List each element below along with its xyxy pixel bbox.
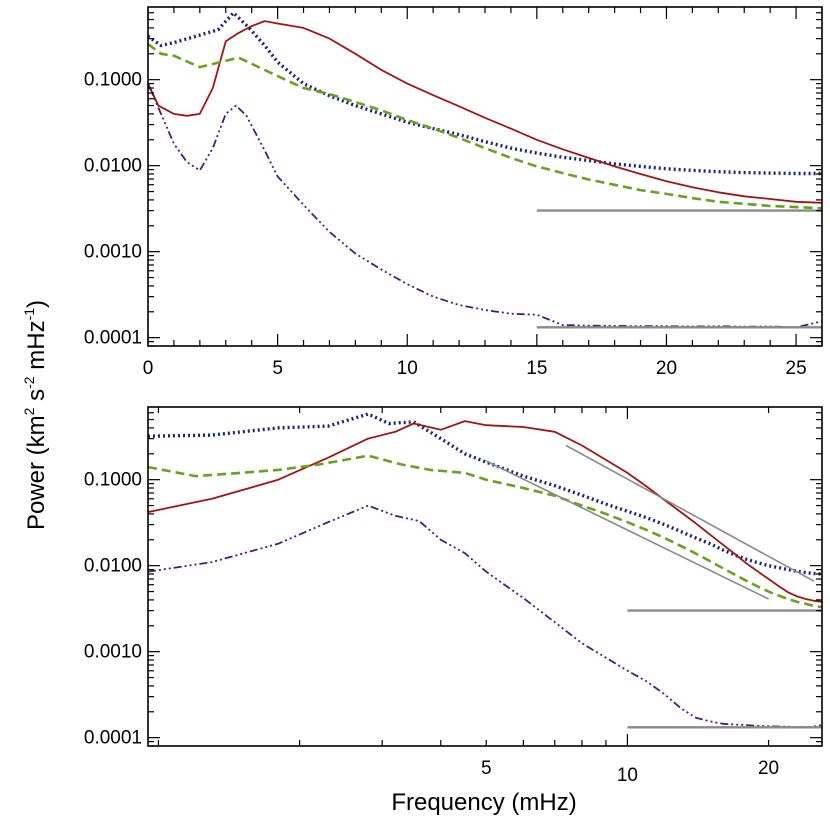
series-group xyxy=(148,11,822,329)
series-solid-red xyxy=(148,420,822,603)
y-axis-title-sup1: 2 xyxy=(21,407,37,415)
series-dashed-green xyxy=(148,42,822,210)
series-fit-line-2 xyxy=(565,444,815,582)
x-tick-label: 5 xyxy=(481,758,492,779)
y-axis-title-mhz: mHz xyxy=(23,320,50,376)
y-tick-label: 0.1000 xyxy=(84,470,142,491)
series-solid-red xyxy=(148,20,822,204)
x-tick-label: 10 xyxy=(617,765,638,786)
series-dotted-blue xyxy=(148,412,822,576)
series-dashed-green xyxy=(148,454,822,609)
plot-frame xyxy=(147,406,823,747)
y-tick-label: 0.0100 xyxy=(84,556,142,577)
top-panel-linear-frequency: 0.0001 0.0010 0.0100 0.1000 0 5 10 15 20 25 xyxy=(84,6,823,379)
series-fit-line-1 xyxy=(485,460,769,600)
x-tick-label: 20 xyxy=(758,758,779,779)
series-dotted-blue xyxy=(148,11,822,176)
x-tick-label: 20 xyxy=(656,358,677,379)
y-tick-label: 0.0001 xyxy=(84,728,142,749)
series-group xyxy=(148,412,822,729)
x-tick-label: 5 xyxy=(272,358,283,379)
y-axis-title-close: ) xyxy=(23,300,50,308)
x-tick-label: 0 xyxy=(143,358,154,379)
series-dash-dot-purple xyxy=(148,83,822,329)
x-axis-title: Frequency (mHz) xyxy=(391,789,576,816)
series-dash-dot-purple xyxy=(148,504,822,729)
y-axis-title-main: Power (km xyxy=(23,415,50,530)
bottom-panel-log-frequency: 0.0001 0.0010 0.0100 0.1000 5 10 20 xyxy=(84,406,823,786)
y-axis-title-sup2: -2 xyxy=(21,376,37,389)
y-tick-label: 0.0001 xyxy=(84,328,142,349)
x-tick-label: 10 xyxy=(397,358,418,379)
y-axis-title-sup3: -1 xyxy=(21,308,37,321)
x-tick-label: 15 xyxy=(526,358,547,379)
y-tick-label: 0.0010 xyxy=(84,242,142,263)
y-tick-label: 0.0010 xyxy=(84,642,142,663)
y-tick-label: 0.0100 xyxy=(84,156,142,177)
x-tick-label: 25 xyxy=(786,358,807,379)
plot-frame xyxy=(147,6,823,347)
y-axis-title: Power (km2 s-2 mHz-1) xyxy=(21,300,50,530)
y-tick-label: 0.1000 xyxy=(84,70,142,91)
y-axis-title-s: s xyxy=(23,389,50,408)
